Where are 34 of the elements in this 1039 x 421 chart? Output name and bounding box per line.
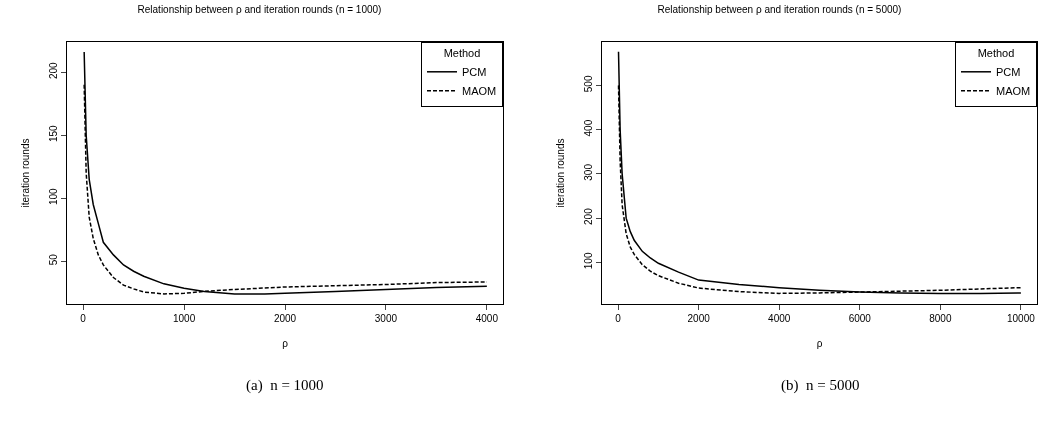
legend-title: Method — [977, 47, 1015, 60]
x-tick-label: 3000 — [374, 313, 398, 324]
x-tick-label: 4000 — [475, 313, 499, 324]
chart-title: Relationship between ρ and iteration rounds (n = 5000) — [657, 4, 902, 16]
y-tick-label: 500 — [583, 75, 594, 93]
legend-label: MAOM — [462, 85, 497, 98]
x-tick-label: 2000 — [273, 313, 297, 324]
chart-title: Relationship between ρ and iteration rounds (n = 1000) — [137, 4, 382, 16]
y-axis-title: iteration rounds — [555, 138, 566, 208]
y-tick-label: 200 — [583, 207, 594, 225]
x-axis-title: ρ — [816, 337, 823, 349]
x-tick-label: 10000 — [1006, 313, 1036, 324]
text: (a) n = 1000 — [246, 377, 324, 394]
x-tick-label: 6000 — [848, 313, 872, 324]
y-tick-label: 200 — [48, 61, 59, 80]
x-axis-title: ρ — [282, 337, 289, 349]
y-tick-label: 400 — [583, 119, 594, 137]
y-tick-label: 300 — [583, 163, 594, 181]
legend-label: MAOM — [996, 85, 1031, 98]
y-tick-label: 100 — [48, 187, 59, 206]
x-tick-label: 8000 — [929, 313, 952, 324]
x-tick-label: 0 — [80, 313, 87, 324]
y-tick-label: 150 — [48, 124, 59, 143]
y-axis-title: iteration rounds — [20, 138, 31, 208]
x-tick-label: 1000 — [172, 313, 196, 324]
y-tick-label: 50 — [48, 253, 59, 266]
y-tick-label: 100 — [583, 252, 594, 270]
x-tick-label: 4000 — [768, 313, 791, 324]
x-tick-label: 0 — [615, 313, 622, 324]
legend-label: PCM — [996, 66, 1021, 79]
x-tick-label: 2000 — [687, 313, 711, 324]
legend-label: PCM — [462, 66, 487, 79]
legend-title: Method — [443, 47, 481, 60]
text: (b) n = 5000 — [781, 377, 860, 394]
